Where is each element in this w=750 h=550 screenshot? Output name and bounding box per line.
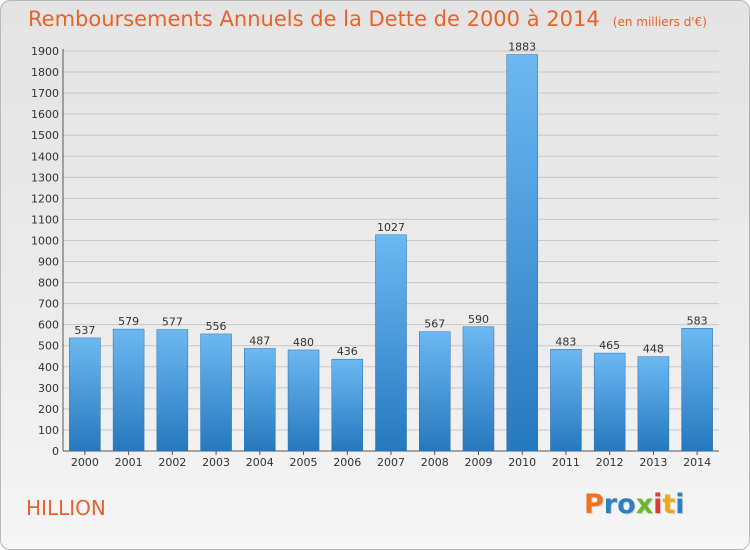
x-tick-label: 2004 <box>246 456 274 469</box>
y-tick-label: 600 <box>38 319 59 332</box>
bar-value-label: 556 <box>206 320 227 333</box>
x-tick-label: 2002 <box>158 456 186 469</box>
logo-letter: P <box>584 489 604 520</box>
bar-value-label: 1027 <box>377 221 405 234</box>
y-tick-label: 400 <box>38 361 59 374</box>
bar-value-label: 590 <box>468 313 489 326</box>
logo-letter: t <box>662 489 676 520</box>
y-tick-label: 300 <box>38 382 59 395</box>
logo-letter: i <box>653 489 663 520</box>
y-tick-label: 1300 <box>31 171 59 184</box>
bar-value-label: 483 <box>555 335 576 348</box>
logo-letter: i <box>675 489 685 520</box>
y-tick-label: 1900 <box>31 45 59 58</box>
bar <box>156 329 189 452</box>
y-tick-label: 1100 <box>31 213 59 226</box>
chart-title-row: Remboursements Annuels de la Dette de 20… <box>28 7 707 31</box>
x-tick-label: 2014 <box>683 456 711 469</box>
bar <box>637 356 670 452</box>
y-tick-label: 1500 <box>31 129 59 142</box>
y-tick-label: 200 <box>38 403 59 416</box>
bar <box>506 54 538 452</box>
bar <box>200 333 232 452</box>
logo-letter: x <box>635 489 654 520</box>
bar <box>681 328 713 452</box>
y-tick-label: 900 <box>38 256 59 269</box>
x-tick-label: 2006 <box>333 456 361 469</box>
y-tick-label: 1000 <box>31 234 59 247</box>
logo-letter: r <box>603 489 618 520</box>
y-tick-label: 100 <box>38 424 59 437</box>
bar-value-label: 1883 <box>508 41 536 54</box>
x-tick-label: 2009 <box>464 456 492 469</box>
bar-value-label: 436 <box>337 345 358 358</box>
y-tick-label: 700 <box>38 298 59 311</box>
y-tick-label: 1600 <box>31 108 59 121</box>
bar-value-label: 577 <box>162 316 183 329</box>
x-tick-label: 2005 <box>290 456 318 469</box>
x-tick-label: 2007 <box>377 456 405 469</box>
chart-unit: (en milliers d'€) <box>612 15 707 29</box>
x-tick-label: 2003 <box>202 456 230 469</box>
x-tick-label: 2012 <box>596 456 624 469</box>
bar <box>287 349 320 452</box>
bar-value-label: 487 <box>249 334 270 347</box>
x-tick-label: 2011 <box>552 456 580 469</box>
bar-value-label: 448 <box>643 343 664 356</box>
y-tick-label: 500 <box>38 340 59 353</box>
x-tick-label: 2013 <box>639 456 667 469</box>
bar-value-label: 465 <box>599 339 620 352</box>
y-tick-label: 800 <box>38 277 59 290</box>
x-tick-label: 2010 <box>508 456 536 469</box>
x-tick-label: 2008 <box>421 456 449 469</box>
bar-value-label: 537 <box>74 324 95 337</box>
bar <box>418 331 451 452</box>
bar <box>244 348 276 452</box>
x-tick-label: 2000 <box>71 456 99 469</box>
logo-letter: o <box>617 489 636 520</box>
bar-value-label: 583 <box>687 314 708 327</box>
y-tick-label: 1200 <box>31 192 59 205</box>
bar <box>375 234 407 452</box>
y-tick-label: 1800 <box>31 66 59 79</box>
x-tick-label: 2001 <box>115 456 143 469</box>
y-tick-label: 1400 <box>31 150 59 163</box>
proxiti-logo: Proxiti <box>584 489 685 520</box>
bar <box>462 326 495 452</box>
bar-value-label: 567 <box>424 318 445 331</box>
bar <box>112 328 145 452</box>
bar <box>593 352 626 452</box>
bar <box>331 358 364 452</box>
bar-value-label: 579 <box>118 315 139 328</box>
commune-name: HILLION <box>26 496 106 520</box>
y-tick-label: 0 <box>52 445 59 458</box>
chart-title: Remboursements Annuels de la Dette de 20… <box>28 7 600 31</box>
bar <box>69 337 101 452</box>
bar-value-label: 480 <box>293 336 314 349</box>
bar <box>550 349 582 452</box>
y-tick-label: 1700 <box>31 87 59 100</box>
